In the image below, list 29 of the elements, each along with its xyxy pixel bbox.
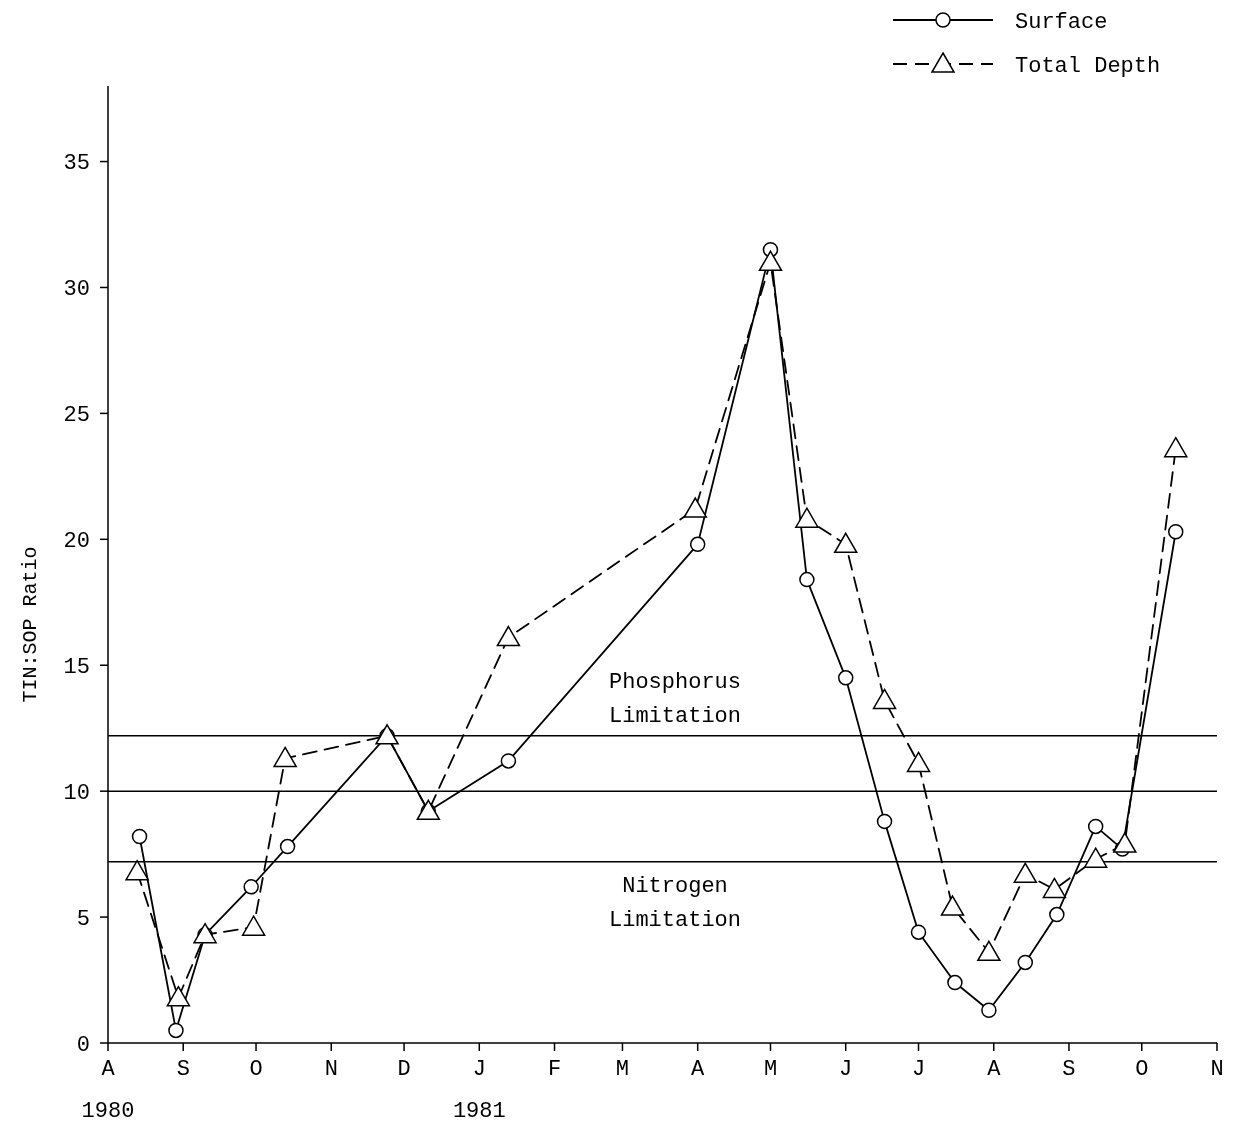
x-tick-label: A (987, 1057, 1002, 1082)
y-tick-label: 15 (63, 654, 90, 680)
x-tick-label: J 1981 (452, 1057, 506, 1124)
y-tick-label: 20 (63, 529, 90, 555)
y-tick-label: 30 (63, 277, 90, 303)
x-tick-label: J (839, 1057, 853, 1082)
y-tick-label: 5 (76, 906, 90, 932)
x-tick-label: O (1135, 1057, 1149, 1082)
ref-line-label: Phosphorus Limitation (608, 669, 742, 729)
y-tick-label: 35 (63, 151, 90, 177)
x-tick-label: N (324, 1057, 338, 1082)
x-tick-label: M (763, 1057, 778, 1082)
x-tick-label: J (911, 1057, 926, 1082)
x-tick-label: A 1980 (81, 1057, 135, 1124)
x-tick-label: S (1062, 1057, 1076, 1082)
legend-label: Surface (1015, 9, 1108, 35)
y-tick-label: 0 (76, 1032, 90, 1058)
y-tick-label: 10 (63, 780, 90, 806)
x-tick-label: O (249, 1057, 263, 1082)
y-axis-title: TIN:SOP Ratio (19, 546, 42, 703)
x-tick-label: N (1210, 1057, 1224, 1082)
ref-line-label: Nitrogen Limitation (608, 873, 742, 933)
x-tick-label: S (176, 1057, 190, 1082)
x-tick-label: F (547, 1057, 562, 1082)
legend-label: Total Depth (1015, 53, 1161, 79)
x-tick-label: M (615, 1057, 630, 1082)
x-tick-label: D (397, 1057, 411, 1082)
x-tick-label: A (691, 1057, 706, 1082)
y-tick-label: 25 (63, 403, 90, 429)
